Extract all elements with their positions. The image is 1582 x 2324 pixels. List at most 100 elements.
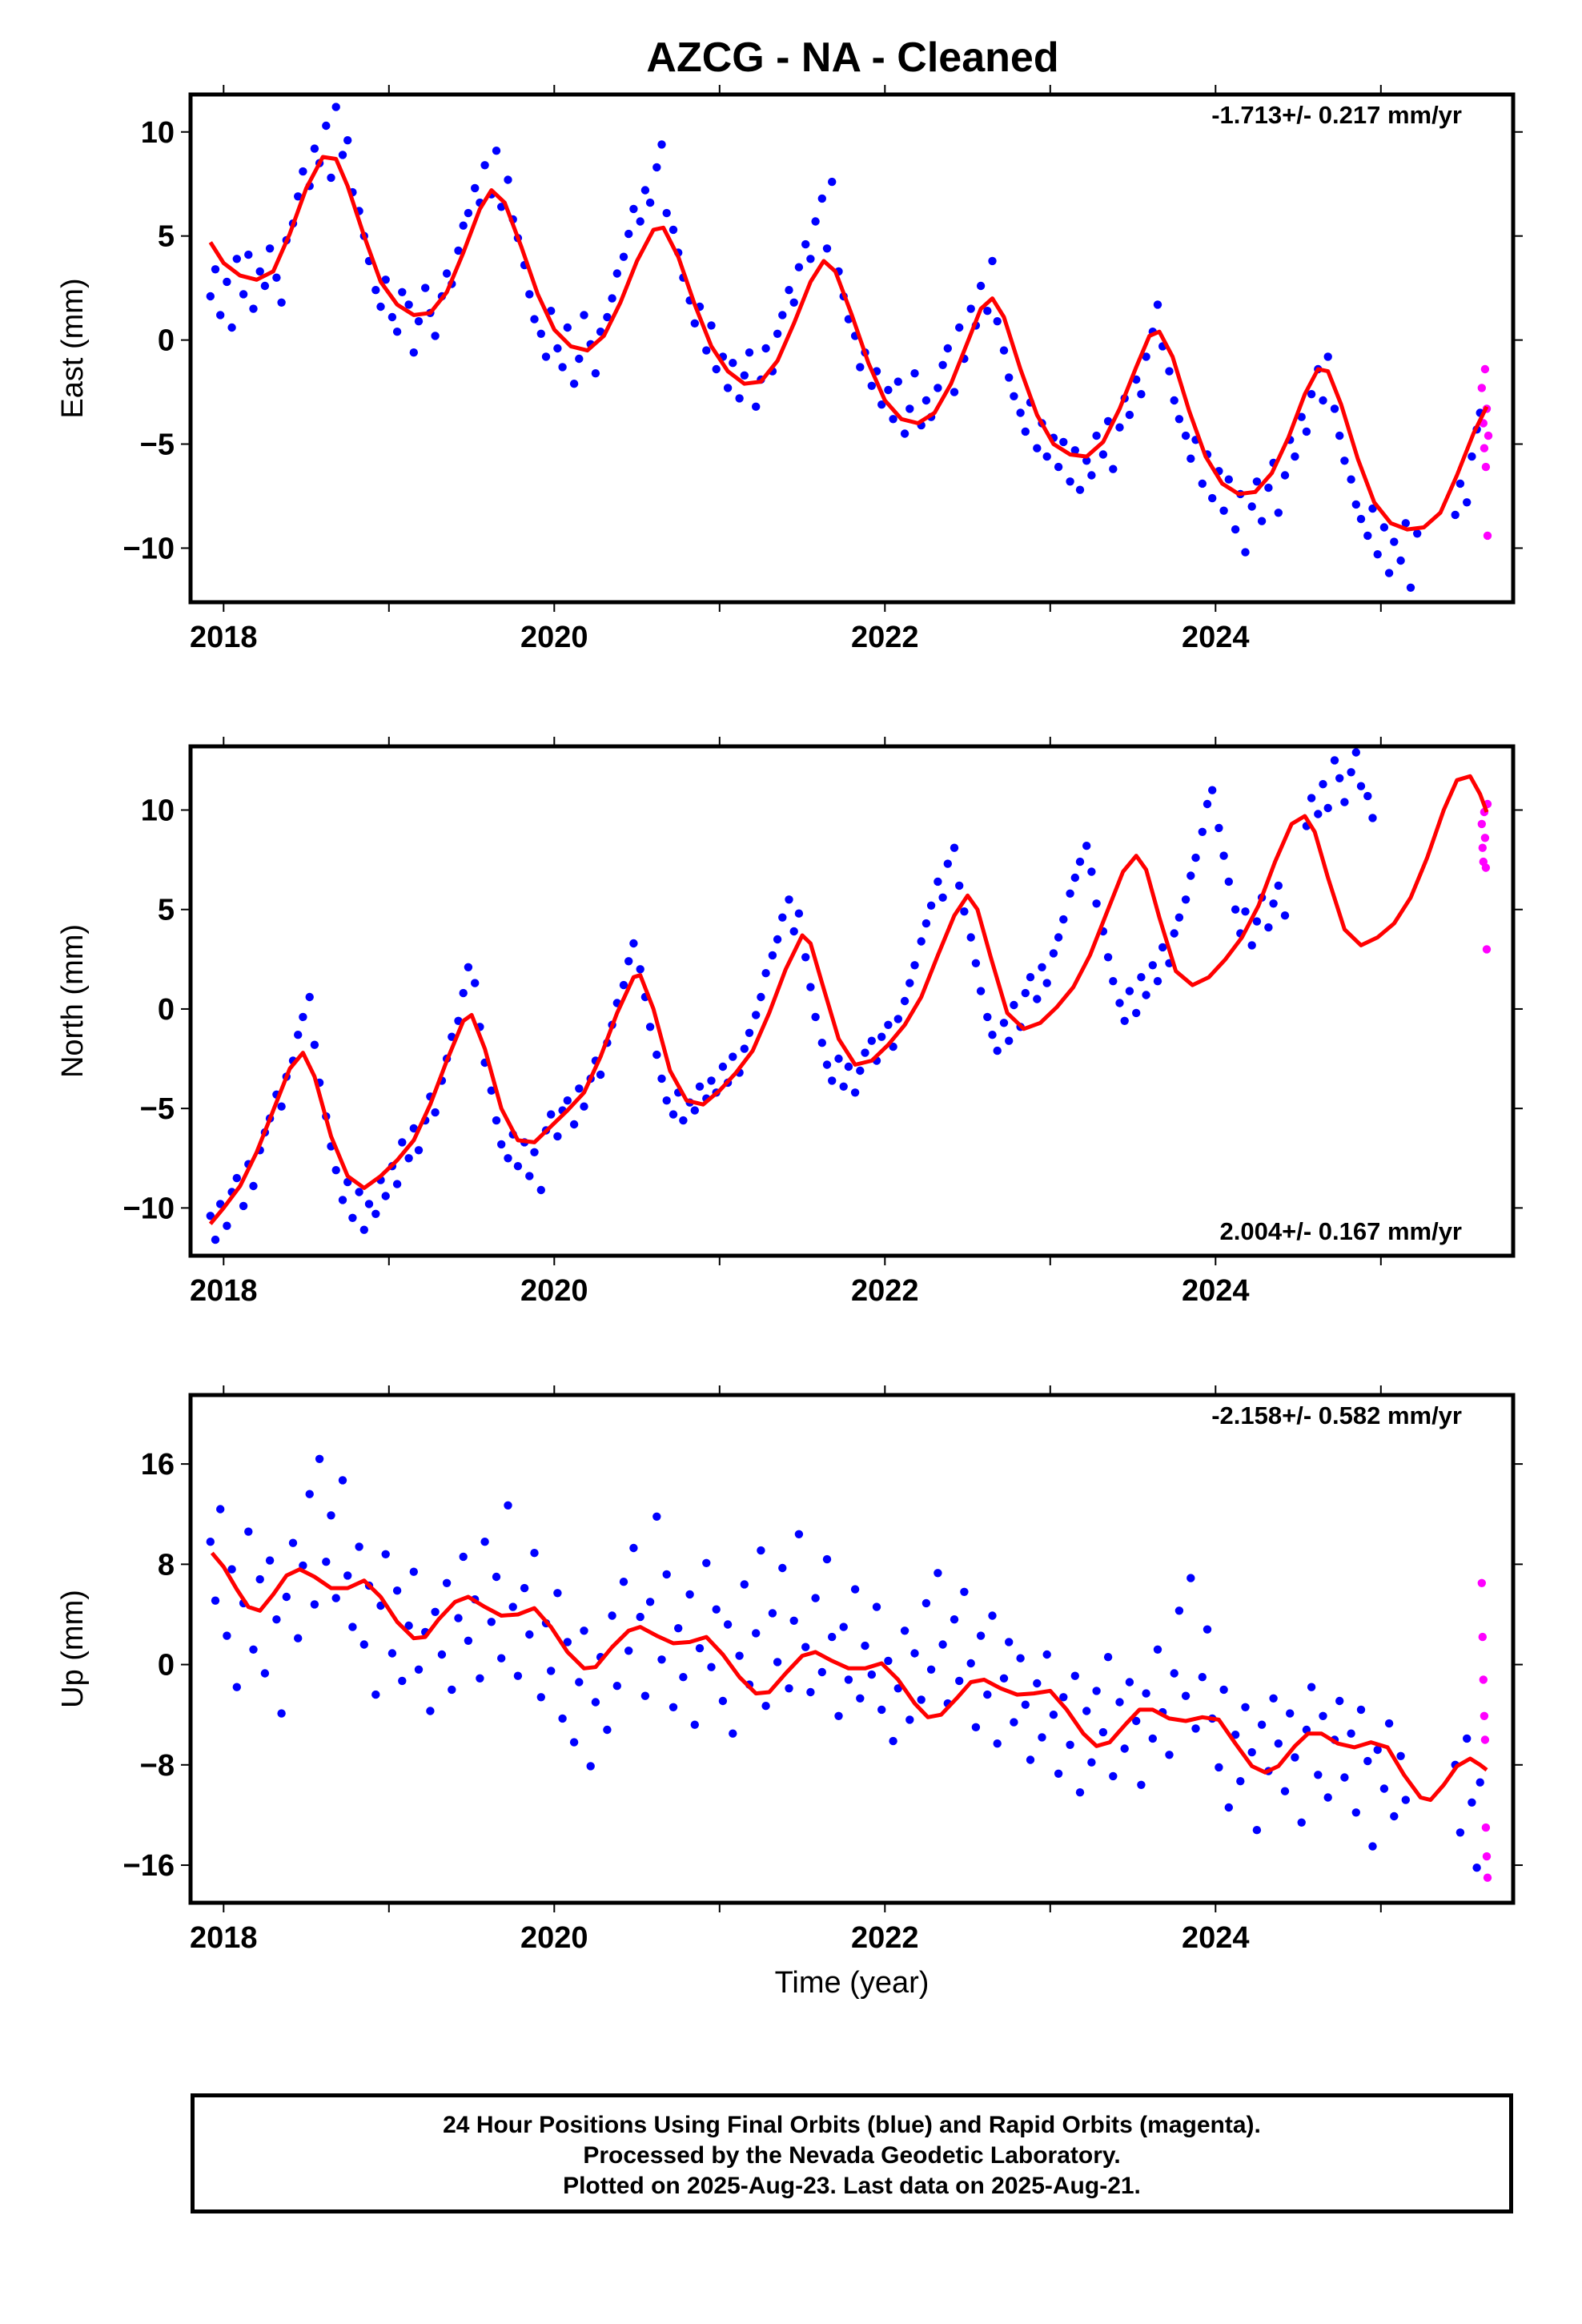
final-orbit-point bbox=[745, 348, 754, 357]
rapid-orbit-point bbox=[1479, 1675, 1488, 1684]
final-orbit-point bbox=[1059, 437, 1068, 447]
final-orbit-point bbox=[900, 1626, 909, 1635]
final-orbit-point bbox=[1323, 352, 1332, 361]
final-orbit-point bbox=[1075, 857, 1085, 866]
x-tick-label: 2018 bbox=[190, 1921, 258, 1955]
final-orbit-point bbox=[211, 265, 220, 274]
final-orbit-point bbox=[277, 1102, 286, 1111]
final-orbit-point bbox=[884, 1020, 893, 1030]
final-orbit-point bbox=[1307, 1683, 1316, 1691]
final-orbit-point bbox=[1181, 1691, 1191, 1700]
final-orbit-point bbox=[905, 979, 914, 987]
final-orbit-point bbox=[1396, 556, 1405, 565]
final-orbit-point bbox=[1247, 502, 1256, 511]
final-orbit-point bbox=[1390, 537, 1399, 546]
final-orbit-point bbox=[575, 1678, 584, 1687]
final-orbit-point bbox=[547, 1667, 556, 1675]
final-orbit-point bbox=[757, 1546, 765, 1555]
final-orbit-point bbox=[1070, 446, 1080, 455]
final-orbit-point bbox=[1215, 1763, 1223, 1772]
final-orbit-point bbox=[504, 1501, 512, 1510]
final-orbit-point bbox=[702, 346, 711, 355]
final-orbit-point bbox=[971, 959, 981, 968]
final-orbit-point bbox=[707, 1663, 716, 1671]
rapid-orbit-point bbox=[1483, 531, 1492, 541]
final-orbit-point bbox=[1125, 1678, 1134, 1687]
final-orbit-point bbox=[1174, 415, 1184, 424]
final-orbit-point bbox=[1186, 454, 1195, 463]
final-orbit-point bbox=[381, 275, 390, 284]
final-orbit-point bbox=[392, 1586, 402, 1595]
final-orbit-point bbox=[1257, 1720, 1267, 1729]
final-orbit-point bbox=[216, 1505, 225, 1514]
final-orbit-point bbox=[1215, 823, 1223, 833]
final-orbit-point bbox=[1191, 1724, 1200, 1733]
final-orbit-point bbox=[1314, 810, 1323, 818]
final-orbit-point bbox=[893, 377, 903, 386]
final-orbit-point bbox=[636, 217, 644, 226]
final-orbit-point bbox=[1252, 477, 1262, 486]
final-orbit-point bbox=[988, 1031, 997, 1039]
y-tick-label: −8 bbox=[140, 1749, 175, 1783]
rapid-orbit-point bbox=[1481, 462, 1491, 472]
final-orbit-point bbox=[1075, 1788, 1085, 1797]
y-tick-label: −10 bbox=[123, 532, 175, 565]
final-orbit-point bbox=[789, 1616, 798, 1626]
final-orbit-point bbox=[530, 1549, 539, 1558]
final-orbit-point bbox=[1170, 1669, 1178, 1678]
final-orbit-point bbox=[206, 1212, 215, 1220]
final-orbit-point bbox=[983, 1690, 992, 1699]
final-orbit-point bbox=[227, 1565, 236, 1574]
final-orbit-point bbox=[884, 385, 893, 395]
final-orbit-point bbox=[364, 1200, 374, 1208]
final-orbit-point bbox=[707, 321, 716, 330]
final-orbit-point bbox=[1092, 1687, 1101, 1695]
final-orbit-point bbox=[1191, 853, 1200, 862]
final-orbit-point bbox=[1351, 1808, 1361, 1817]
y-tick-label: −10 bbox=[123, 1192, 175, 1225]
final-orbit-point bbox=[387, 1649, 397, 1658]
final-orbit-point bbox=[1280, 911, 1290, 920]
final-orbit-point bbox=[1390, 1811, 1399, 1821]
final-orbit-point bbox=[718, 1062, 728, 1072]
final-orbit-point bbox=[723, 384, 733, 392]
final-orbit-point bbox=[1319, 1711, 1327, 1720]
final-orbit-point bbox=[1340, 456, 1349, 465]
final-orbit-point bbox=[1297, 1818, 1306, 1827]
final-orbit-point bbox=[735, 1651, 744, 1660]
final-orbit-point bbox=[1356, 514, 1366, 524]
final-orbit-point bbox=[1379, 523, 1389, 532]
final-orbit-point bbox=[811, 217, 820, 226]
final-orbit-point bbox=[685, 1590, 694, 1599]
final-orbit-point bbox=[785, 1684, 793, 1693]
final-orbit-point bbox=[921, 396, 931, 405]
final-orbit-point bbox=[856, 363, 865, 372]
final-orbit-point bbox=[877, 1705, 886, 1715]
final-orbit-point bbox=[773, 935, 782, 944]
final-orbit-point bbox=[547, 307, 556, 316]
final-orbit-point bbox=[917, 937, 926, 946]
final-orbit-point bbox=[834, 1711, 843, 1720]
final-orbit-point bbox=[712, 364, 721, 374]
final-orbit-point bbox=[636, 965, 644, 974]
final-orbit-point bbox=[806, 983, 815, 991]
final-orbit-point bbox=[1224, 475, 1234, 484]
final-orbit-point bbox=[255, 267, 264, 276]
final-orbit-point bbox=[1038, 963, 1046, 972]
final-orbit-point bbox=[1347, 768, 1355, 777]
final-orbit-point bbox=[1098, 450, 1108, 459]
rapid-orbit-point bbox=[1480, 1735, 1490, 1744]
final-orbit-point bbox=[729, 359, 737, 368]
final-orbit-point bbox=[442, 1578, 452, 1588]
final-orbit-point bbox=[1148, 961, 1158, 970]
final-orbit-point bbox=[371, 1690, 380, 1699]
final-orbit-point bbox=[976, 987, 986, 995]
final-orbit-point bbox=[1054, 462, 1063, 472]
final-orbit-point bbox=[508, 1602, 517, 1611]
final-orbit-point bbox=[513, 1671, 523, 1680]
final-orbit-point bbox=[1021, 1700, 1030, 1709]
final-orbit-point bbox=[1010, 1000, 1018, 1010]
final-orbit-point bbox=[794, 909, 804, 918]
final-orbit-point bbox=[1186, 1574, 1195, 1582]
model-fit-line bbox=[208, 774, 1489, 1225]
